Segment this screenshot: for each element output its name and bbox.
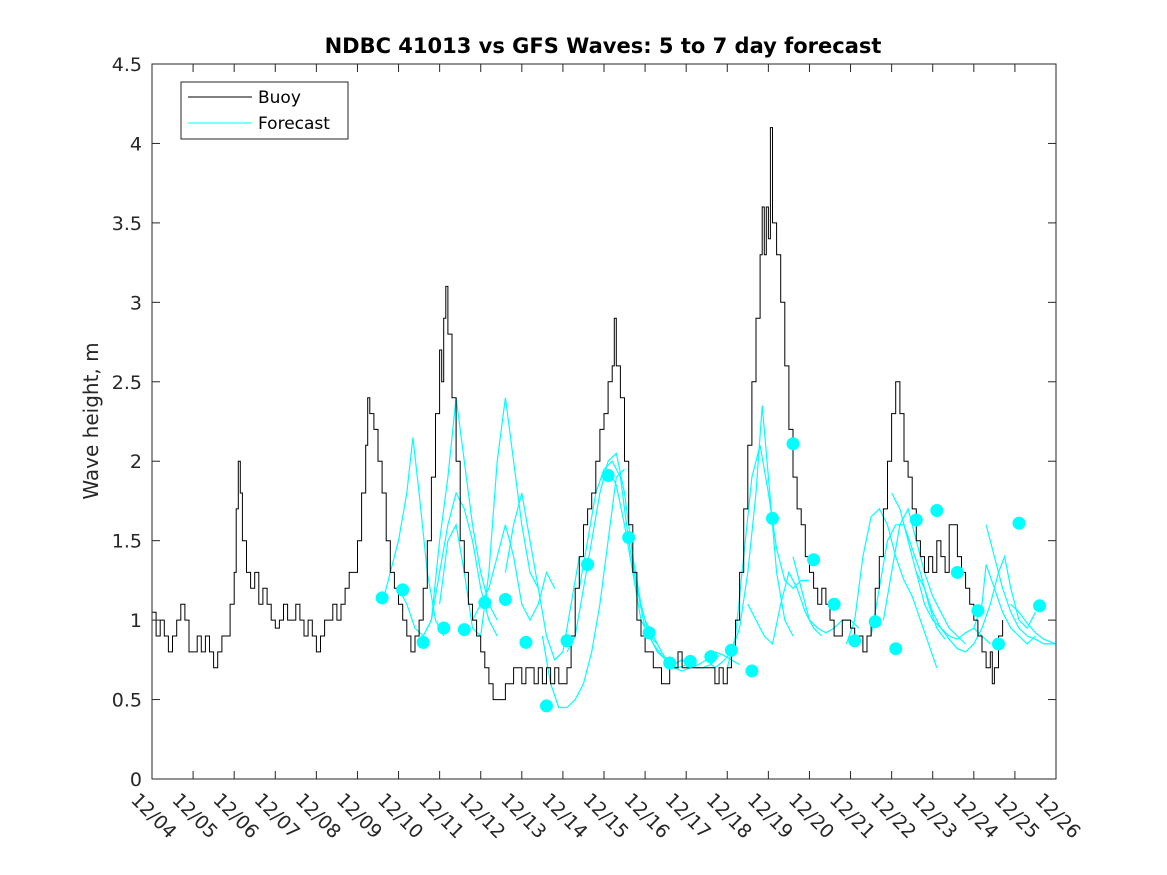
forecast-marker	[396, 583, 410, 597]
forecast-marker	[581, 558, 595, 571]
forecast-marker	[437, 621, 451, 635]
y-tick-label: 0	[130, 769, 142, 791]
forecast-marker	[1033, 599, 1047, 613]
forecast-line	[381, 437, 445, 637]
x-tick-label: 12/06	[209, 789, 263, 843]
forecast-marker	[745, 664, 759, 678]
x-tick-label: 12/24	[948, 789, 1002, 843]
forecast-line	[439, 397, 539, 638]
forecast-line	[915, 554, 1037, 653]
forecast-line	[891, 492, 991, 645]
forecast-line	[747, 570, 823, 646]
forecast-marker	[478, 596, 492, 610]
y-tick-label: 0.5	[112, 690, 142, 712]
buoy-line-group	[152, 127, 1004, 701]
y-tick-label: 1.5	[112, 531, 142, 553]
x-tick-label: 12/15	[578, 789, 632, 843]
y-tick-label: 1	[130, 610, 142, 632]
y-tick-label: 4.5	[112, 54, 142, 76]
x-tick-label: 12/08	[291, 789, 345, 843]
x-tick-label: 12/09	[332, 789, 386, 843]
x-tick-label: 12/14	[537, 789, 591, 843]
legend: Buoy Forecast	[180, 81, 349, 140]
legend-box	[180, 81, 349, 140]
x-tick-label: 12/25	[989, 789, 1043, 843]
forecast-lines	[381, 397, 1056, 709]
forecast-marker	[765, 511, 779, 525]
forecast-markers	[375, 437, 1047, 713]
forecast-marker	[622, 530, 636, 544]
x-tick-label: 12/23	[907, 789, 961, 843]
x-axis: 12/0412/0512/0612/0712/0812/0912/1012/11…	[126, 64, 1085, 843]
forecast-line	[607, 468, 699, 669]
forecast-marker	[375, 591, 389, 605]
y-tick-label: 3.5	[112, 213, 142, 235]
forecast-marker	[807, 553, 821, 567]
forecast-line	[504, 492, 580, 661]
legend-buoy-label: Buoy	[258, 88, 301, 108]
y-tick-label: 3	[130, 292, 142, 314]
forecast-line	[706, 405, 794, 669]
x-tick-label: 12/11	[414, 789, 468, 843]
forecast-marker	[786, 437, 800, 451]
forecast-marker	[498, 592, 512, 606]
x-tick-label: 12/19	[743, 789, 797, 843]
x-tick-label: 12/10	[373, 789, 427, 843]
forecast-marker	[950, 565, 964, 579]
forecast-line	[566, 452, 658, 653]
forecast-marker	[560, 634, 574, 648]
chart-title: NDBC 41013 vs GFS Waves: 5 to 7 day fore…	[325, 34, 882, 58]
x-tick-label: 12/21	[825, 789, 879, 843]
x-tick-label: 12/07	[250, 789, 304, 843]
forecast-marker	[930, 503, 944, 517]
x-tick-label: 12/17	[661, 789, 715, 843]
forecast-line	[973, 564, 1036, 645]
forecast-marker	[663, 656, 677, 670]
forecast-line	[471, 524, 556, 622]
y-axis: 0 0.5 1 1.5 2 2.5 3 3.5 4 4.5	[112, 54, 1056, 791]
forecast-marker	[724, 643, 738, 657]
forecast-marker	[704, 650, 718, 664]
x-tick-label: 12/05	[168, 789, 222, 843]
x-tick-label: 12/18	[702, 789, 756, 843]
y-tick-label: 2.5	[112, 372, 142, 394]
forecast-line	[870, 524, 946, 640]
forecast-marker	[539, 699, 553, 713]
legend-forecast-label: Forecast	[258, 114, 330, 134]
y-tick-label: 4	[130, 133, 142, 155]
forecast-line	[1010, 603, 1056, 645]
forecast-marker	[909, 513, 923, 527]
x-tick-label: 12/13	[496, 789, 550, 843]
forecast-marker	[848, 634, 862, 648]
forecast-marker	[457, 623, 471, 637]
forecast-line	[845, 507, 938, 668]
forecast-line	[985, 524, 1056, 645]
forecast-marker	[416, 635, 430, 649]
forecast-marker	[868, 615, 882, 629]
y-tick-label: 2	[130, 451, 142, 473]
buoy-line	[152, 127, 1004, 701]
x-tick-label: 12/26	[1030, 789, 1084, 843]
forecast-marker	[601, 469, 615, 483]
forecast-line	[397, 397, 498, 637]
x-tick-label: 12/16	[620, 789, 674, 843]
x-tick-label: 12/22	[866, 789, 920, 843]
x-tick-label: 12/12	[455, 789, 509, 843]
forecast-marker	[991, 637, 1005, 651]
forecast-marker	[827, 597, 841, 611]
x-tick-label: 12/20	[784, 789, 838, 843]
forecast-marker	[1012, 516, 1026, 530]
forecast-line	[541, 468, 625, 709]
forecast-marker	[683, 654, 697, 668]
x-tick-label: 12/04	[126, 789, 180, 843]
forecast-marker	[642, 626, 656, 640]
y-axis-label: Wave height, m	[79, 342, 103, 499]
forecast-marker	[889, 642, 903, 656]
forecast-marker	[971, 604, 985, 618]
forecast-marker	[519, 635, 533, 649]
